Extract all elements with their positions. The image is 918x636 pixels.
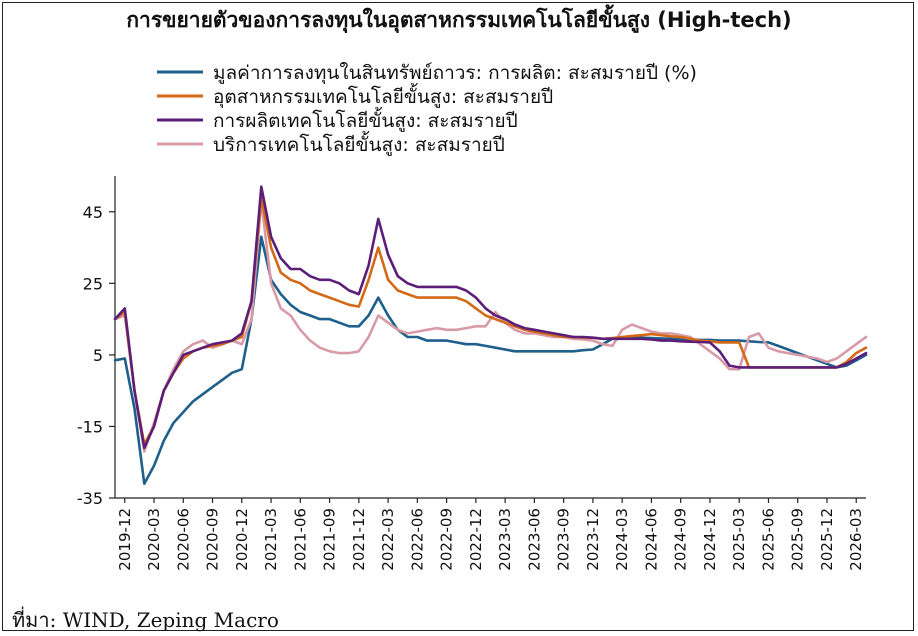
x-tick-label: 2021-03 bbox=[262, 508, 280, 571]
series-lines bbox=[113, 185, 868, 485]
x-tick-label: 2022-09 bbox=[438, 508, 456, 571]
chart-title: การขยายตัวของการลงทุนในอุตสาหกรรมเทคโนโล… bbox=[126, 8, 792, 32]
y-tick-label: -15 bbox=[77, 417, 103, 436]
x-tick-label: 2022-12 bbox=[467, 508, 485, 571]
x-tick-label: 2023-12 bbox=[584, 508, 602, 571]
series-line-2 bbox=[113, 196, 868, 446]
legend-label: บริการเทคโนโลยีขั้นสูง: สะสมรายปี bbox=[213, 131, 505, 156]
x-tick-label: 2024-06 bbox=[642, 508, 660, 571]
source-note: ที่มา: WIND, Zeping Macro bbox=[12, 608, 279, 632]
y-tick-label: -35 bbox=[77, 489, 103, 508]
x-tick-label: 2023-09 bbox=[555, 508, 573, 571]
x-tick-label: 2021-09 bbox=[321, 508, 339, 571]
line-chart: มูลค่าการลงทุนในสินทรัพย์ถาวร: การผลิต: … bbox=[77, 62, 868, 571]
x-tick-label: 2022-06 bbox=[408, 508, 426, 571]
legend-label: อุตสาหกรรมเทคโนโลยีขั้นสูง: สะสมรายปี bbox=[213, 83, 553, 109]
x-tick-label: 2023-03 bbox=[496, 508, 514, 571]
y-tick-label: 25 bbox=[83, 274, 103, 293]
legend-label: มูลค่าการลงทุนในสินทรัพย์ถาวร: การผลิต: … bbox=[213, 62, 697, 85]
x-tick-label: 2025-06 bbox=[759, 508, 777, 571]
series-line-1 bbox=[113, 235, 868, 485]
x-tick-label: 2025-03 bbox=[730, 508, 748, 571]
x-tick-label: 2025-12 bbox=[818, 508, 836, 571]
axes: 45 25 5 -15 -35 2019-12 2020-03 2020-06 2020-09 2… bbox=[77, 176, 866, 571]
legend-label: การผลิตเทคโนโลยีขั้นสูง: สะสมรายปี bbox=[213, 107, 518, 132]
x-tick-label: 2022-03 bbox=[379, 508, 397, 571]
series-line-3 bbox=[113, 185, 868, 450]
x-tick-label: 2020-09 bbox=[204, 508, 222, 571]
x-tick-label: 2024-03 bbox=[613, 508, 631, 571]
y-tick-label: 5 bbox=[93, 346, 103, 365]
x-tick-label: 2020-03 bbox=[145, 508, 163, 571]
legend: มูลค่าการลงทุนในสินทรัพย์ถาวร: การผลิต: … bbox=[157, 62, 697, 156]
x-tick-label: 2026-03 bbox=[847, 508, 865, 571]
x-tick-label: 2021-06 bbox=[291, 508, 309, 571]
x-tick-label: 2019-12 bbox=[116, 508, 134, 571]
x-tick-label: 2024-09 bbox=[672, 508, 690, 571]
x-tick-label: 2024-12 bbox=[701, 508, 719, 571]
x-tick-label: 2020-06 bbox=[174, 508, 192, 571]
x-tick-label: 2025-09 bbox=[789, 508, 807, 571]
y-tick-label: 45 bbox=[83, 203, 103, 222]
x-tick-label: 2021-12 bbox=[350, 508, 368, 571]
x-tick-label: 2020-12 bbox=[233, 508, 251, 571]
series-line-4 bbox=[113, 199, 868, 453]
x-tick-label: 2023-06 bbox=[525, 508, 543, 571]
